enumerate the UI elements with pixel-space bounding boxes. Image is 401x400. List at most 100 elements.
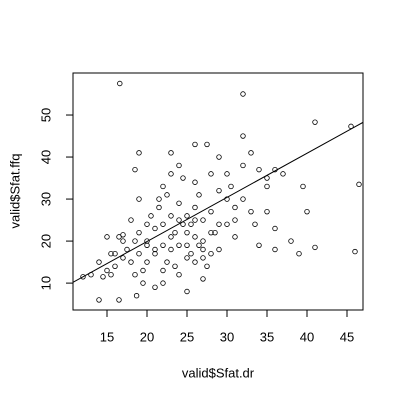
point [164,259,170,265]
point [192,259,198,265]
point [128,259,134,265]
point [312,119,318,125]
point [172,263,178,269]
point [104,234,110,240]
point [192,234,198,240]
point [192,141,198,148]
point [184,242,190,248]
point [272,225,278,232]
point [116,234,122,240]
point [208,250,214,257]
point [212,229,218,236]
point [204,141,210,148]
point [188,221,194,227]
point [132,272,138,278]
point [132,166,138,173]
point [140,280,146,286]
point [232,217,238,223]
point [288,238,294,244]
point [180,175,186,181]
point [184,213,190,219]
point [133,293,140,299]
point [200,238,206,244]
point [192,179,198,185]
point [120,232,126,238]
point [296,250,302,257]
point [208,208,214,215]
point [168,246,174,253]
point [232,204,238,211]
x-tick-label: 45 [340,329,354,344]
point [96,259,102,265]
x-tick-label: 35 [260,329,274,344]
point [148,213,154,219]
point [184,255,190,261]
point [248,150,254,156]
point [228,183,234,190]
regression-line [72,121,364,283]
point [156,196,162,202]
point [80,274,86,280]
point [164,192,170,198]
point [216,246,222,253]
point [160,221,166,227]
point [144,259,150,265]
point [132,238,138,244]
point [196,192,202,198]
y-axis-title: valid$Sfat.ffq [7,154,22,229]
point [192,204,198,211]
point [300,183,306,190]
point [96,297,102,303]
point [240,162,246,169]
point [200,255,206,261]
point [176,162,182,169]
point [156,204,162,211]
point [192,217,198,223]
point [216,221,222,227]
y-tick-label: 20 [38,234,53,248]
point [208,171,214,177]
point [240,91,246,97]
point [184,288,190,295]
point [200,276,206,282]
point [256,242,262,248]
point [116,297,122,303]
x-tick-label: 20 [140,329,154,344]
point [124,246,130,253]
point [204,263,210,269]
point [304,208,310,215]
point [248,208,254,215]
point [200,217,206,223]
point [168,150,174,156]
point [136,229,142,236]
point [172,229,178,236]
point [152,225,158,232]
point [152,284,158,291]
point [188,250,194,257]
point [208,229,214,236]
point [136,250,142,257]
y-tick-label: 10 [38,276,53,290]
point [136,150,142,156]
point [144,238,150,244]
point [184,229,190,236]
point [112,250,118,257]
point [104,267,110,274]
point [240,196,246,202]
point [168,234,174,240]
point [176,272,182,278]
point [224,221,230,227]
point [232,234,238,240]
y-tick-label: 30 [38,192,53,206]
point [216,154,222,160]
point [264,183,270,190]
point [272,246,278,253]
point [356,181,362,188]
point [152,250,158,257]
point [140,267,146,274]
point [160,267,166,274]
point [160,280,166,286]
point [200,246,206,253]
